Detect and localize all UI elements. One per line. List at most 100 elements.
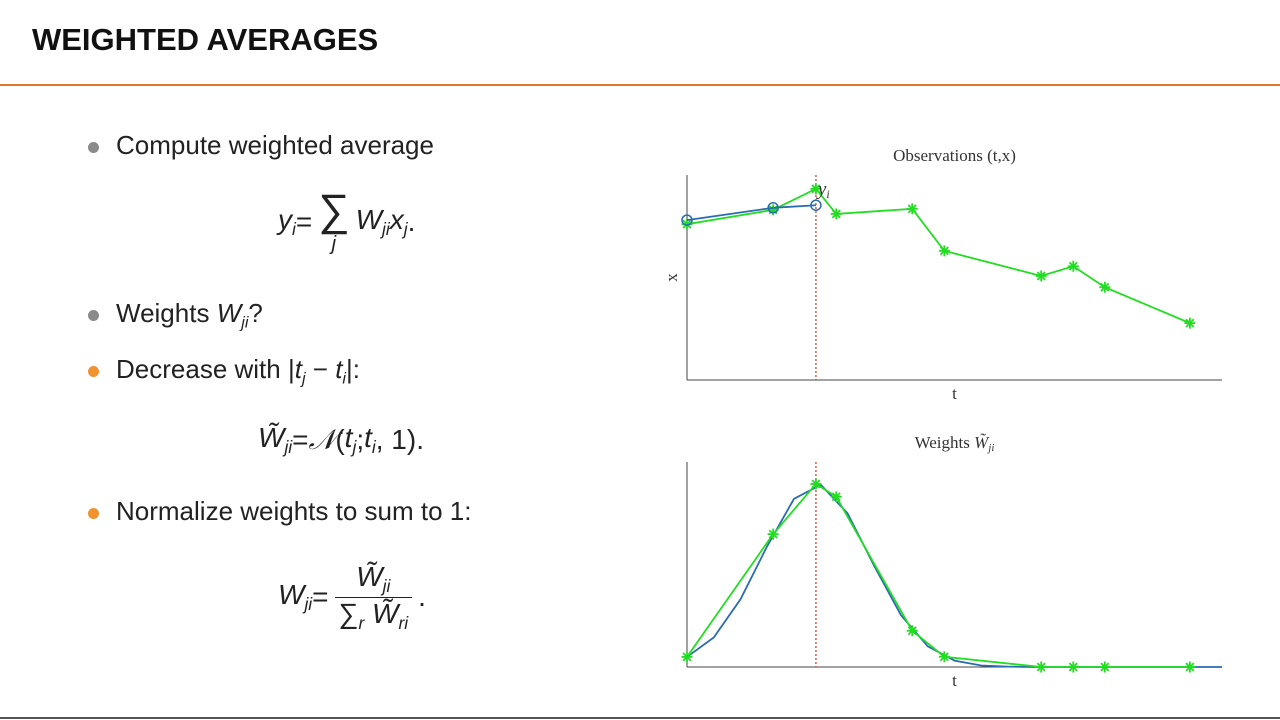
math-symbol: y [278,203,292,235]
bullet-dot [88,142,99,153]
math-subscript: ji [241,313,249,332]
text: Decrease with | [116,354,295,384]
data-point [830,491,842,503]
data-point [810,183,822,195]
star-stroke [831,209,841,219]
text: − [305,354,336,384]
chart-title: Weights W̃ji [915,433,995,454]
star-stroke [682,652,692,662]
text: Weights [116,298,217,328]
math-term: tj [345,422,357,458]
text: . [418,581,426,613]
data-point [681,651,693,663]
series-line [686,482,1190,668]
math-symbol: W [216,298,242,328]
chart-title: Observations (t,x) [893,146,1016,165]
star-stroke [768,529,778,539]
sum-index: j [331,232,337,255]
data-point [1035,661,1047,673]
star-stroke [1036,271,1046,281]
annotation-subscript: i [826,187,829,201]
math-term: yi [278,204,296,240]
footer-rule [0,717,1280,719]
bullet-text: Compute weighted average [116,130,434,161]
math-term: Wji [356,204,390,240]
data-point [1035,270,1047,282]
math-subscript: ji [382,219,390,240]
text: = [295,206,313,237]
data-point [1099,281,1111,293]
formula: Wji = W̃ji ∑r W̃ri. [278,561,426,634]
star-stroke [811,184,821,194]
series-line [686,204,816,221]
math-symbol: t [344,422,353,453]
text: |: [346,354,360,384]
numerator: W̃ji [352,561,394,597]
bullet-dot [88,366,99,377]
math-term: tj [294,354,306,388]
math-term: 𝒩 [309,424,336,457]
math-term: W̃ji [356,560,390,596]
data-point [938,245,950,257]
math-term: ti [335,354,346,388]
star-stroke [1036,662,1046,672]
text: = [312,581,329,613]
star-stroke [1100,662,1110,672]
x-axis-label: t [952,671,957,690]
math-term: r [358,598,364,633]
text: = [292,424,309,456]
math-subscript: i [342,369,347,388]
bullet-text: Normalize weights to sum to 1: [116,496,471,527]
series-line [686,483,1222,668]
star-stroke [907,204,917,214]
data-point [1184,317,1196,329]
math-term: xj [390,204,408,240]
text: Normalize weights to sum to 1: [116,496,472,526]
data-point [1099,661,1111,673]
data-point [810,199,822,211]
data-point [906,203,918,215]
math-subscript: j [352,437,357,458]
math-symbol: W [278,579,305,611]
star-stroke [1185,318,1195,328]
star-stroke [907,626,917,636]
chart-title-symbol: W̃ [974,433,990,452]
text: ; [356,424,365,456]
header-rule [0,84,1280,86]
formula: W̃ji = 𝒩(tj; ti, 1). [258,422,424,458]
math-term: Wji [278,579,312,615]
star-stroke [1068,662,1078,672]
math-symbol: t [335,354,343,384]
annotation-symbol: y [816,179,827,200]
star-stroke [682,219,692,229]
math-symbol: t [294,354,302,384]
math-subscript: ji [382,575,391,596]
x-axis-label: t [952,384,957,403]
star-stroke [1185,662,1195,672]
text: . [407,206,416,237]
math-term: W̃ji [258,422,292,458]
text: Compute weighted average [116,130,434,160]
slide-title: WEIGHTED AVERAGES [32,22,379,57]
math-symbol: W̃ [356,560,383,592]
formula: yi = ∑ j Wji xj. [278,188,416,256]
bullet-text: Weights Wji? [116,298,263,333]
math-subscript: i [371,437,376,458]
data-point [767,528,779,540]
bullet-dot [88,508,99,519]
chart-title-subscript: ji [986,442,994,454]
sum-operator: ∑ j [318,188,349,256]
bullet-text: Decrease with |tj − ti|: [116,354,360,389]
star-stroke [831,492,841,502]
math-symbol: 𝒩 [308,423,336,455]
data-point [767,202,779,214]
math-subscript: ji [284,437,293,458]
data-point [1067,260,1079,272]
data-point [906,625,918,637]
fraction: W̃ji ∑r W̃ri [334,561,413,634]
math-symbol: W̃ [372,597,399,629]
star-stroke [1068,261,1078,271]
data-point [810,478,822,490]
